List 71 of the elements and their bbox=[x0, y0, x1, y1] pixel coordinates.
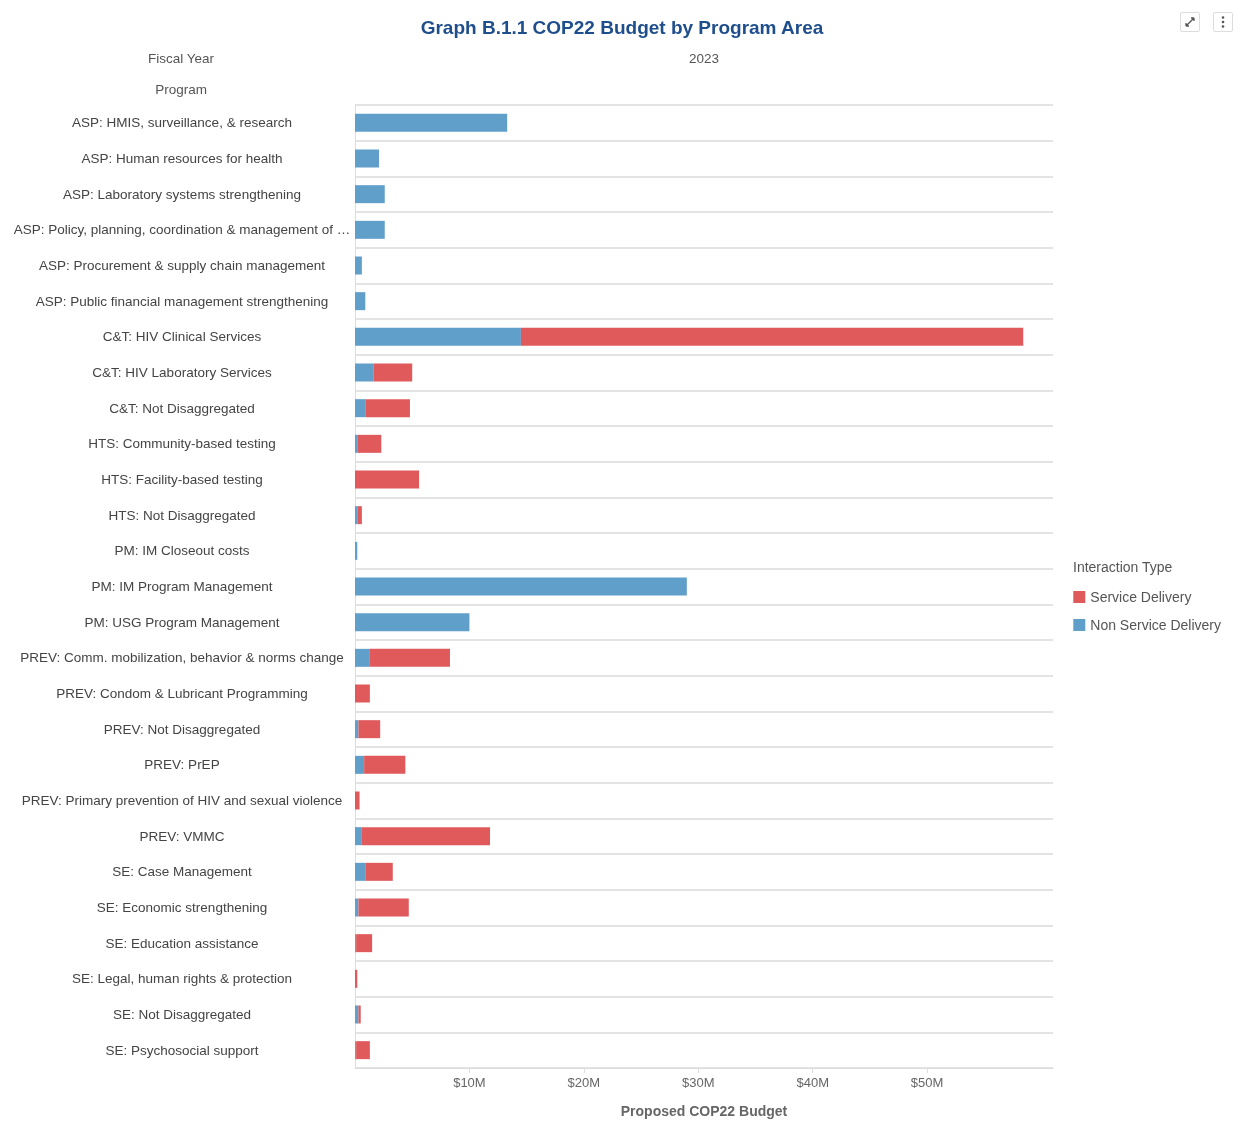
y-tick-label: ASP: Laboratory systems strengthening bbox=[63, 186, 301, 202]
bar bbox=[361, 827, 491, 846]
bar bbox=[355, 827, 362, 846]
y-tick-label: PM: USG Program Management bbox=[84, 614, 280, 630]
y-tick-label: PM: IM Closeout costs bbox=[114, 543, 250, 559]
y-tick-label: SE: Psychosocial support bbox=[105, 1042, 259, 1058]
y-tick-label: C&T: Not Disaggregated bbox=[109, 400, 255, 416]
y-axis-title: Program bbox=[155, 81, 207, 97]
bar bbox=[358, 720, 381, 739]
y-tick-label: C&T: HIV Laboratory Services bbox=[92, 365, 272, 380]
y-tick-label: ASP: Human resources for health bbox=[81, 151, 283, 166]
y-tick-label: PREV: Primary prevention of HIV and sexual violence bbox=[21, 793, 343, 808]
bar bbox=[520, 327, 1024, 346]
legend-label: Non Service Delivery bbox=[1090, 617, 1222, 633]
bar bbox=[355, 220, 385, 239]
bar bbox=[355, 363, 374, 382]
bar bbox=[365, 862, 393, 881]
bar bbox=[355, 327, 521, 346]
bar bbox=[355, 113, 508, 132]
y-tick-label: PM: IM Program Management bbox=[91, 579, 273, 594]
y-tick-label: SE: Education assistance bbox=[105, 935, 259, 951]
bar bbox=[355, 755, 365, 774]
y-tick-label: C&T: HIV Clinical Services bbox=[102, 329, 262, 345]
bar bbox=[355, 470, 420, 489]
y-tick-label: ASP: Policy, planning, coordination & management of … bbox=[13, 222, 351, 238]
x-tick-label: $30M bbox=[682, 1075, 715, 1090]
x-axis-title: Proposed COP22 Budget bbox=[620, 1103, 788, 1119]
y-tick-label: ASP: Public financial management strengthening bbox=[35, 293, 329, 309]
bar bbox=[355, 292, 366, 311]
bar bbox=[365, 399, 410, 418]
chart-title: Graph B.1.1 COP22 Budget by Program Area bbox=[420, 17, 824, 38]
bar bbox=[355, 648, 370, 667]
bar bbox=[355, 862, 366, 881]
bar bbox=[355, 791, 360, 810]
y-tick-label: PREV: PrEP bbox=[144, 757, 220, 773]
y-tick-label: SE: Economic strengthening bbox=[96, 900, 268, 915]
legend-label: Service Delivery bbox=[1090, 589, 1192, 605]
text: Fiscal Year bbox=[147, 50, 215, 66]
bar bbox=[356, 934, 373, 953]
y-tick-label: SE: Case Management bbox=[112, 864, 253, 880]
bar bbox=[355, 149, 380, 168]
bar bbox=[358, 898, 409, 917]
y-tick-label: ASP: Procurement & supply chain management bbox=[39, 258, 326, 273]
x-tick-label: $20M bbox=[567, 1075, 601, 1090]
bar bbox=[357, 506, 362, 525]
bar bbox=[369, 648, 450, 667]
text: 2023 bbox=[688, 50, 720, 66]
y-tick-label: PREV: Comm. mobilization, behavior & norms change bbox=[20, 650, 344, 666]
bar bbox=[355, 684, 370, 703]
bar bbox=[355, 577, 687, 596]
y-tick-label: SE: Legal, human rights & protection bbox=[72, 971, 292, 987]
y-tick-label: HTS: Facility-based testing bbox=[101, 472, 263, 487]
legend-title: Interaction Type bbox=[1073, 559, 1173, 575]
bar bbox=[373, 363, 413, 382]
x-tick-label: $50M bbox=[910, 1075, 944, 1090]
bar bbox=[355, 256, 362, 275]
x-tick-label: $10M bbox=[453, 1075, 486, 1090]
bar bbox=[355, 399, 366, 418]
bar bbox=[355, 185, 385, 204]
y-tick-label: PREV: Condom & Lubricant Programming bbox=[56, 686, 308, 701]
y-tick-label: PREV: VMMC bbox=[139, 828, 225, 844]
bar bbox=[357, 434, 382, 453]
y-tick-label: SE: Not Disaggregated bbox=[112, 1007, 252, 1022]
x-tick-label: $40M bbox=[796, 1075, 829, 1090]
y-tick-label: PREV: Not Disaggregated bbox=[103, 721, 261, 737]
y-tick-label: HTS: Not Disaggregated bbox=[108, 507, 256, 523]
y-tick-label: ASP: HMIS, surveillance, & research bbox=[72, 115, 292, 131]
bar bbox=[364, 755, 406, 774]
bar bbox=[356, 1041, 370, 1060]
bar bbox=[355, 613, 470, 632]
y-tick-label: HTS: Community-based testing bbox=[88, 436, 276, 452]
